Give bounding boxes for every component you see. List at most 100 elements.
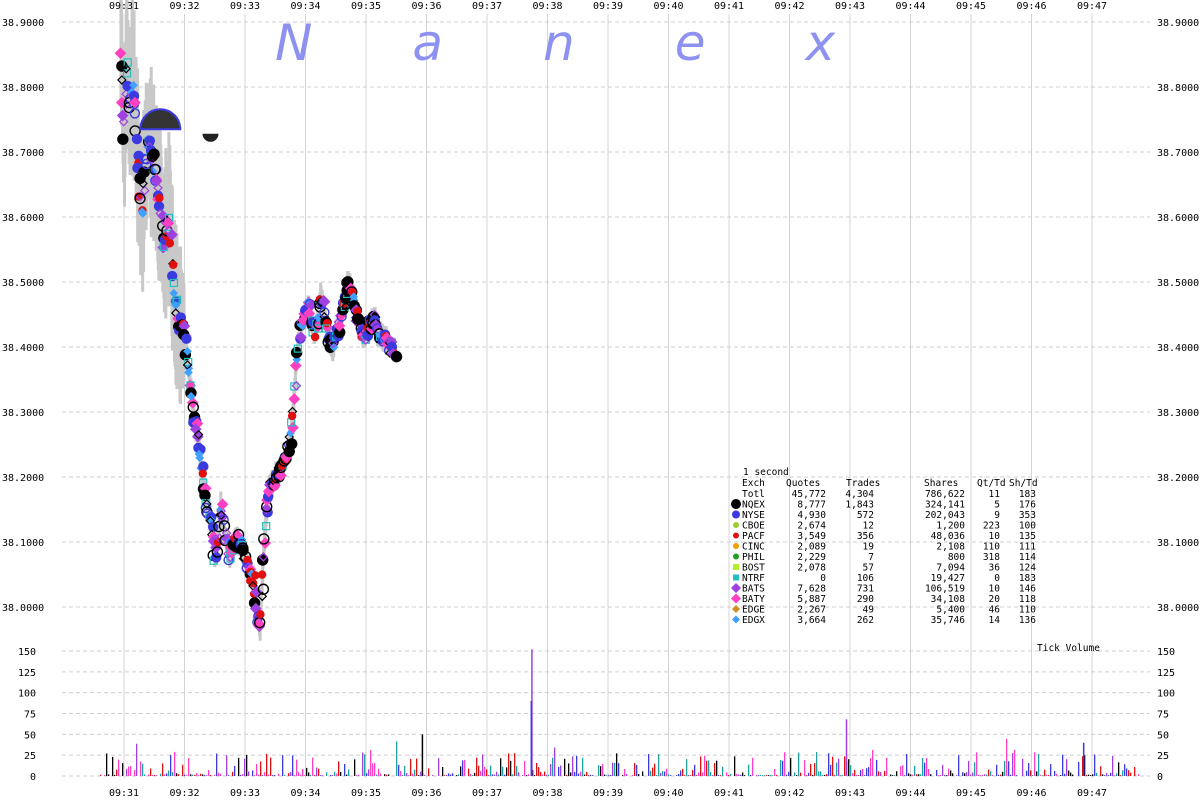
volume-bar: [1010, 774, 1012, 776]
volume-bar: [198, 775, 200, 776]
legend-cell: 2,674: [797, 521, 826, 532]
volume-bar: [1054, 771, 1056, 776]
volume-bar: [880, 772, 882, 776]
legend-cell: 4,304: [845, 489, 874, 500]
volume-bar: [810, 763, 812, 776]
volume-bar: [232, 771, 234, 776]
volume-bar: [348, 769, 350, 776]
trade-marker: [288, 393, 301, 405]
volume-bar: [916, 774, 918, 776]
volume-bar: [546, 774, 548, 776]
volume-bar: [332, 775, 334, 776]
legend-cell: 183: [1019, 573, 1036, 584]
volume-bar: [696, 775, 698, 776]
volume-bar: [364, 754, 366, 776]
volume-bar: [1100, 766, 1102, 776]
trade-marker: [318, 295, 331, 308]
y-tick-label-right: 38.2000: [1157, 473, 1199, 484]
volume-bar: [662, 771, 664, 776]
volume-bar: [208, 770, 210, 776]
volume-bar: [816, 752, 818, 776]
volume-bar: [460, 766, 462, 776]
volume-bar: [428, 768, 430, 776]
volume-bar: [918, 774, 920, 776]
volume-bar: [1004, 760, 1006, 776]
volume-bar: [582, 757, 584, 776]
volume-bar: [770, 774, 772, 776]
x-tick-label-bottom: 09:36: [411, 788, 441, 799]
volume-bar: [1000, 774, 1002, 776]
volume-bar: [688, 775, 690, 776]
volume-bar: [780, 760, 782, 776]
trade-marker: [193, 429, 204, 440]
volume-bar: [902, 765, 904, 776]
volume-bar: [1118, 762, 1120, 776]
volume-bar: [606, 775, 608, 776]
volume-bar: [272, 775, 274, 776]
legend-cell: 135: [1019, 531, 1036, 542]
volume-bar: [1066, 759, 1068, 776]
x-tick-label-top: 09:37: [472, 1, 502, 12]
volume-bar: [848, 759, 850, 776]
volume-bar: [914, 765, 916, 776]
volume-bar: [908, 773, 910, 776]
volume-bar: [836, 762, 838, 776]
volume-bar: [838, 758, 840, 776]
legend-cell: 106: [857, 573, 874, 584]
legend-cell: 19,427: [931, 573, 965, 584]
volume-bar: [494, 774, 496, 776]
legend-caption: 1 second: [743, 467, 789, 478]
volume-bar: [1122, 770, 1124, 776]
x-tick-label-bottom: 09:47: [1077, 788, 1107, 799]
legend-cell: 5,887: [797, 594, 826, 605]
volume-spike: [421, 734, 424, 776]
volume-bar: [872, 750, 874, 776]
legend-cell: 48,036: [931, 531, 966, 542]
volume-bar: [1070, 772, 1072, 776]
volume-bar: [168, 770, 170, 776]
volume-bar: [378, 768, 380, 776]
volume-bar: [528, 774, 530, 776]
volume-bar: [904, 775, 906, 776]
volume-bar: [252, 770, 254, 776]
volume-bar: [656, 774, 658, 776]
x-tick-label-bottom: 09:31: [109, 788, 139, 799]
y-tick-label-right: 38.9000: [1157, 18, 1199, 29]
volume-bar: [998, 774, 1000, 776]
volume-tick-left: 25: [24, 751, 36, 762]
volume-bar: [852, 773, 854, 776]
volume-bar: [380, 773, 382, 776]
volume-bar: [976, 752, 978, 776]
volume-bar: [358, 774, 360, 776]
volume-bar: [534, 775, 536, 776]
volume-bar: [152, 774, 154, 776]
volume-bar: [844, 756, 846, 776]
volume-bar: [302, 768, 304, 776]
volume-bar: [410, 758, 412, 776]
volume-bar: [854, 769, 856, 776]
volume-bar: [508, 753, 510, 776]
y-tick-label-right: 38.4000: [1157, 343, 1199, 354]
volume-bar: [710, 771, 712, 776]
volume-bar: [814, 763, 816, 776]
volume-bar: [300, 774, 302, 776]
legend-cell: 110: [983, 542, 1000, 553]
volume-bar: [122, 763, 124, 776]
volume-bar: [776, 774, 778, 776]
volume-bar: [182, 764, 184, 776]
trade-marker: [248, 579, 258, 588]
volume-bar: [516, 766, 518, 776]
legend-cell: 111: [1019, 542, 1036, 553]
volume-bar: [730, 773, 732, 776]
volume-bar: [660, 772, 662, 776]
volume-bar: [294, 775, 296, 776]
volume-bar: [928, 769, 930, 776]
volume-tick-left: 75: [24, 710, 36, 721]
volume-bar: [608, 775, 610, 776]
volume-bar: [368, 769, 370, 776]
trade-marker: [138, 178, 148, 189]
volume-tick-right: 25: [1157, 751, 1169, 762]
volume-bar: [1012, 752, 1014, 776]
legend-column-header: Qt/Td: [977, 478, 1006, 489]
volume-bar: [478, 765, 480, 776]
